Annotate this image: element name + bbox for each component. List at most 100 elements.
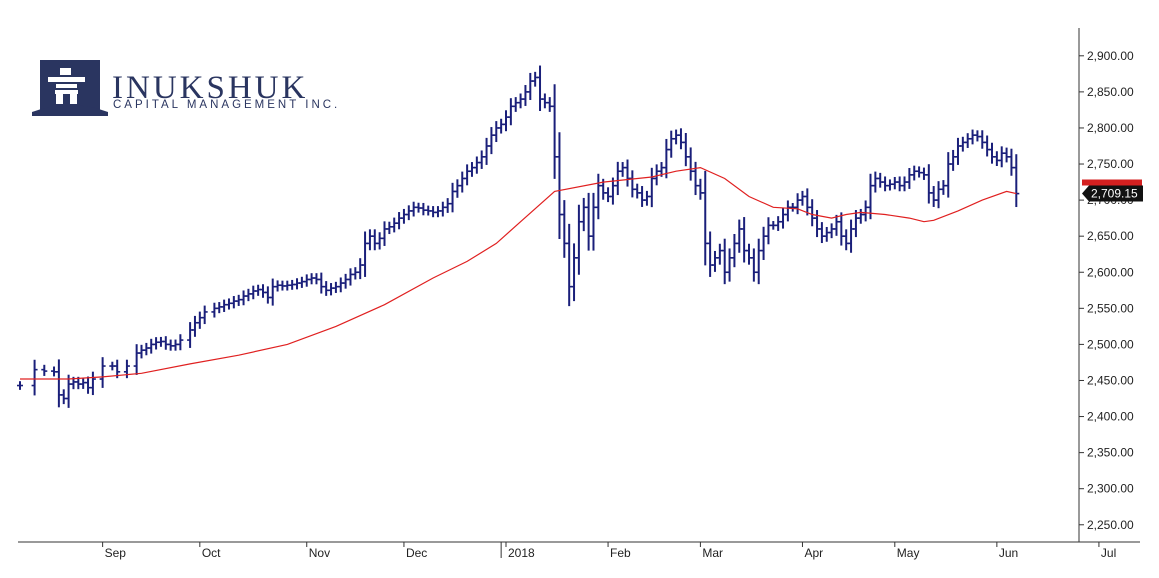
ohlc-bar bbox=[328, 283, 335, 296]
ohlc-bar bbox=[925, 164, 932, 204]
ohlc-bar bbox=[89, 371, 96, 396]
ohlc-bar bbox=[503, 110, 509, 132]
inukshuk-icon bbox=[48, 68, 85, 104]
ohlc-bar bbox=[230, 296, 237, 309]
ohlc-bar bbox=[342, 273, 349, 289]
x-tick-label: May bbox=[897, 546, 920, 560]
ohlc-bar bbox=[138, 344, 145, 359]
plot-area bbox=[17, 65, 1020, 408]
last-value-marker: 2,709.15 bbox=[1082, 179, 1143, 202]
axes: 2,250.00 2,300.00 2,350.00 2,400.00 2,450.00… bbox=[18, 28, 1143, 560]
ohlc-bar bbox=[639, 186, 646, 207]
ohlc-bar bbox=[17, 381, 23, 390]
ohlc-bar bbox=[376, 232, 383, 250]
ohlc-bar bbox=[153, 337, 160, 350]
ohlc-bar bbox=[716, 243, 723, 265]
ohlc-bar bbox=[882, 176, 889, 192]
ohlc-bar bbox=[522, 85, 529, 106]
ohlc-bar bbox=[959, 136, 966, 152]
ohlc-bar bbox=[765, 217, 772, 245]
ohlc-bar bbox=[643, 190, 650, 206]
ohlc-bar bbox=[775, 216, 782, 231]
ohlc-bar bbox=[250, 285, 257, 300]
ohlc-bar bbox=[556, 132, 563, 240]
ohlc-bar bbox=[648, 167, 655, 208]
x-tick-label: Mar bbox=[702, 546, 723, 560]
ohlc-bar bbox=[746, 243, 752, 265]
ohlc-bar bbox=[352, 267, 359, 280]
y-tick-label: 2,350.00 bbox=[1087, 446, 1134, 460]
ohlc-bar bbox=[488, 127, 495, 155]
y-tick-label: 2,550.00 bbox=[1087, 301, 1134, 315]
ohlc-bar bbox=[177, 334, 184, 351]
ohlc-bar bbox=[891, 176, 898, 190]
ohlc-bar bbox=[31, 359, 38, 396]
ohlc-bar bbox=[347, 268, 354, 286]
ohlc-bar bbox=[551, 84, 558, 179]
x-tick-label: Jun bbox=[999, 546, 1018, 560]
ohlc-bar bbox=[517, 93, 524, 109]
ohlc-bar bbox=[935, 181, 942, 209]
ohlc-bar bbox=[410, 201, 417, 217]
ohlc-bar bbox=[133, 344, 140, 375]
ohlc-bar bbox=[954, 137, 961, 165]
ohlc-bar bbox=[629, 170, 636, 198]
y-tick-label: 2,400.00 bbox=[1087, 410, 1134, 424]
ohlc-bar bbox=[901, 176, 908, 192]
logo-subtitle: CAPITAL MANAGEMENT INC. bbox=[113, 99, 340, 111]
ohlc-bar bbox=[148, 338, 155, 354]
ohlc-bar bbox=[575, 204, 582, 275]
ohlc-bar bbox=[449, 182, 456, 213]
last-value-label: 2,709.15 bbox=[1091, 186, 1138, 200]
ohlc-bar bbox=[920, 167, 927, 180]
ohlc-bar bbox=[420, 202, 427, 216]
ohlc-bar bbox=[857, 208, 864, 224]
x-tick-label: Dec bbox=[406, 546, 427, 560]
ohlc-bar bbox=[585, 192, 592, 251]
y-tick-label: 2,750.00 bbox=[1087, 157, 1134, 171]
logo-name: INUKSHUK bbox=[112, 70, 308, 106]
ohlc-bar bbox=[673, 129, 680, 145]
x-tick-label: 2018 bbox=[508, 546, 535, 560]
ohlc-bar bbox=[677, 128, 684, 150]
ohlc-bar bbox=[619, 162, 626, 177]
ohlc-bar bbox=[221, 299, 228, 312]
ohlc-bar bbox=[396, 212, 403, 230]
ohlc-bar bbox=[391, 217, 398, 233]
ohlc-bar bbox=[143, 342, 150, 356]
ohlc-bar bbox=[459, 171, 466, 193]
ohlc-bar bbox=[537, 65, 544, 111]
ohlc-bar bbox=[668, 130, 675, 158]
ohlc-bar bbox=[993, 151, 1000, 167]
ohlc-bar bbox=[634, 183, 641, 199]
ohlc-bar bbox=[454, 179, 461, 198]
ohlc-bar bbox=[498, 118, 505, 134]
ohlc-bar bbox=[1008, 148, 1015, 176]
ohlc-bar bbox=[527, 72, 534, 100]
ohlc-bar bbox=[580, 197, 587, 232]
ohlc-bar bbox=[400, 208, 407, 224]
ohlc-bar bbox=[371, 229, 378, 251]
ohlc-bar bbox=[784, 200, 791, 222]
y-tick-label: 2,850.00 bbox=[1087, 85, 1134, 99]
ohlc-bar bbox=[809, 199, 816, 227]
y-tick-label: 2,250.00 bbox=[1087, 518, 1134, 532]
ohlc-bar bbox=[814, 210, 821, 238]
ohlc-bar bbox=[99, 357, 106, 388]
ohlc-bar bbox=[196, 311, 203, 329]
ohlc-bar bbox=[984, 135, 991, 157]
ohlc-bar bbox=[838, 212, 845, 246]
ohlc-bar bbox=[852, 210, 859, 238]
ohlc-bar bbox=[624, 159, 631, 187]
ohlc-bar bbox=[41, 364, 48, 376]
ohlc-bar bbox=[366, 229, 373, 251]
ohlc-bar bbox=[979, 130, 986, 149]
ohlc-bar bbox=[964, 133, 971, 148]
ohlc-bar bbox=[201, 305, 208, 325]
ohlc-bar bbox=[60, 389, 67, 405]
ohlc-bar bbox=[546, 97, 553, 112]
ohlc-bar bbox=[405, 205, 412, 221]
x-tick-label: Nov bbox=[309, 546, 330, 560]
ohlc-bar bbox=[750, 248, 757, 282]
ohlc-bar bbox=[473, 156, 480, 174]
